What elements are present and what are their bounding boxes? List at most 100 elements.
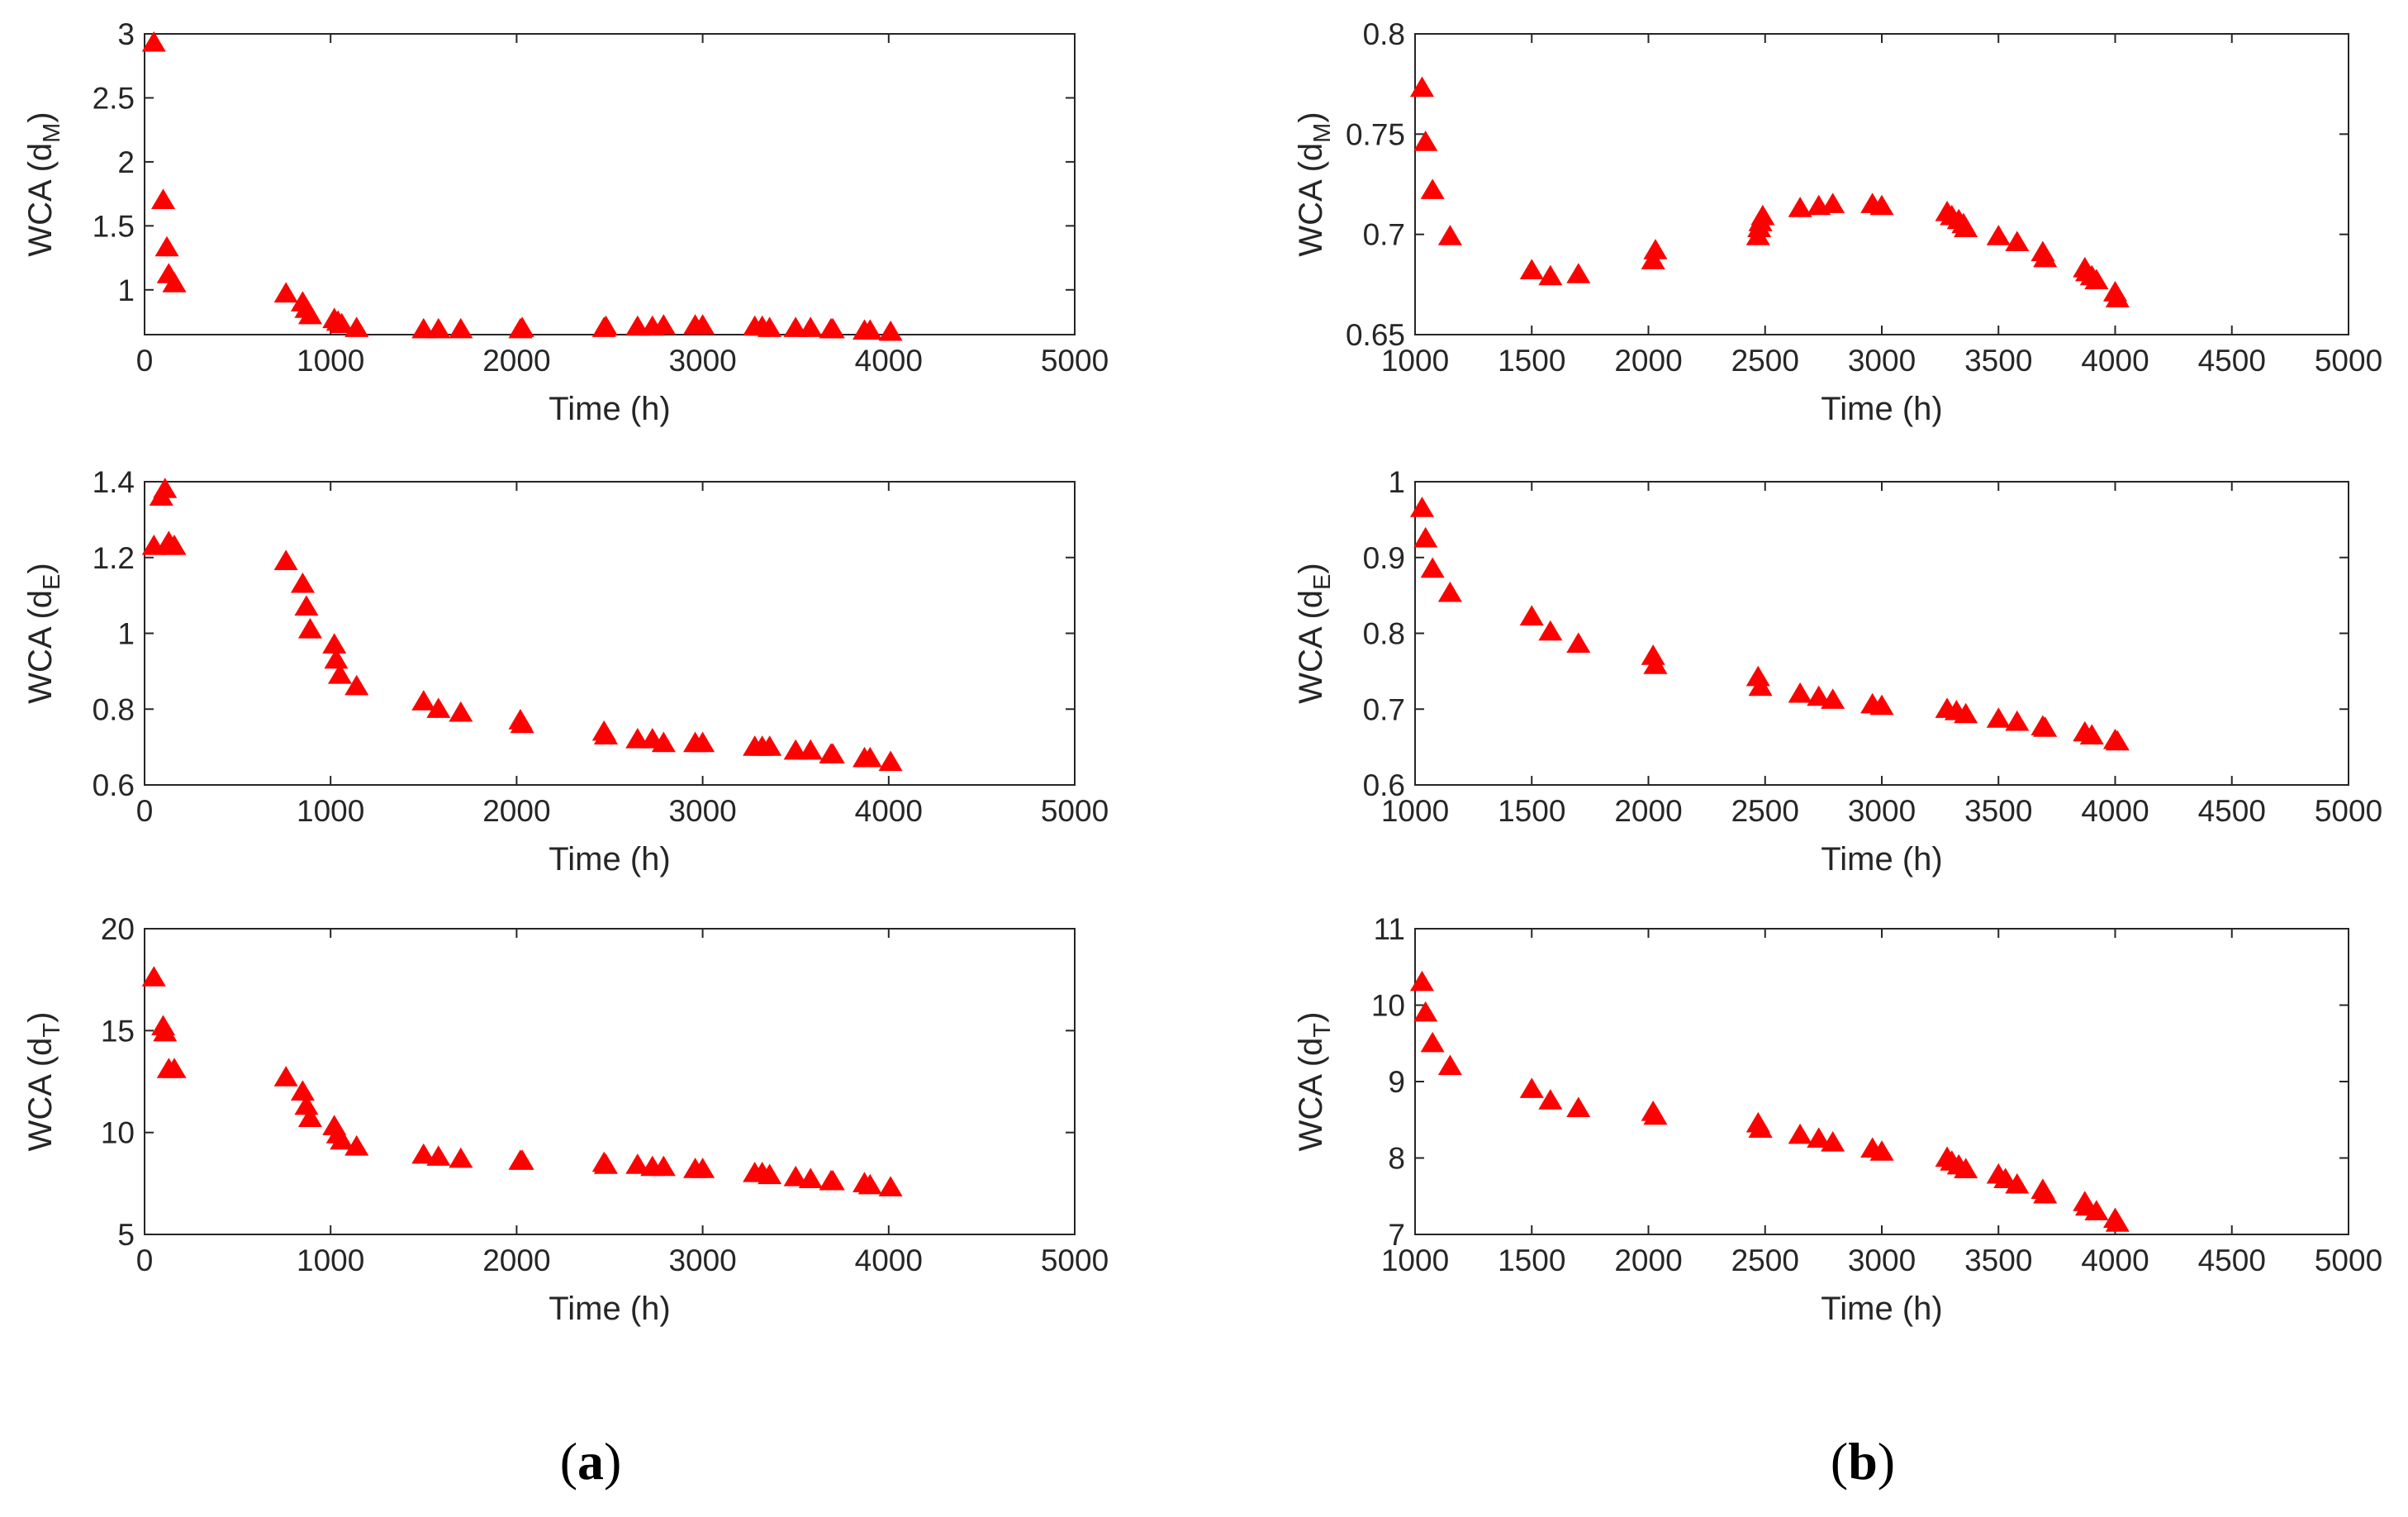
y-tick-label: 0.7 xyxy=(1363,218,1405,252)
y-tick-label: 1.2 xyxy=(93,541,135,575)
y-tick-label: 5 xyxy=(117,1218,135,1252)
data-point xyxy=(1869,194,1894,216)
data-point xyxy=(426,697,451,718)
y-tick-label: 1.4 xyxy=(93,465,135,499)
x-axis-label: Time (h) xyxy=(549,391,670,427)
data-point xyxy=(324,648,349,669)
data-point xyxy=(1519,605,1544,625)
x-tick-label: 4000 xyxy=(2081,794,2149,828)
data-point xyxy=(593,315,618,336)
data-point xyxy=(798,739,823,760)
y-axis-label: WCA (dM) xyxy=(22,112,65,256)
x-tick-label: 1500 xyxy=(1498,1244,1565,1277)
data-point xyxy=(273,282,298,303)
y-tick-label: 1 xyxy=(117,273,135,307)
x-tick-label: 4000 xyxy=(2081,344,2149,378)
data-point xyxy=(820,1169,845,1191)
data-point xyxy=(327,663,352,684)
data-point xyxy=(273,549,298,570)
data-point xyxy=(1986,225,2011,245)
data-point xyxy=(1413,526,1438,548)
x-tick-label: 4000 xyxy=(855,344,923,378)
data-point xyxy=(449,317,473,339)
x-axis-label: Time (h) xyxy=(1821,841,1942,877)
data-point xyxy=(290,572,315,593)
y-axis-label-main: WCA (d xyxy=(1293,143,1329,257)
y-tick-label: 0.8 xyxy=(1363,17,1405,51)
data-point xyxy=(651,1155,676,1177)
y-axis-label-close: ) xyxy=(22,112,59,122)
data-point xyxy=(625,315,650,336)
y-axis-label: WCA (dT) xyxy=(22,1012,65,1152)
data-point xyxy=(153,1020,178,1042)
x-tick-label: 0 xyxy=(136,1244,154,1277)
x-tick-label: 3000 xyxy=(668,1244,736,1277)
data-point xyxy=(1519,1077,1544,1098)
data-point xyxy=(1538,620,1563,641)
chart-a-T: 0 1000 2000 3000 4000 5000 5 10 15 20 Time (h) WCA … xyxy=(22,912,1109,1327)
x-tick-label: 2500 xyxy=(1731,794,1799,828)
data-point xyxy=(2005,710,2030,731)
data-point xyxy=(1788,197,1812,217)
data-point xyxy=(1538,1089,1563,1110)
data-point xyxy=(1748,1117,1773,1138)
data-point xyxy=(294,595,319,616)
panel-label-b: (b) xyxy=(1831,1432,1895,1491)
data-point xyxy=(651,731,676,753)
data-point xyxy=(1821,1131,1845,1152)
x-tick-label: 5000 xyxy=(2315,794,2382,828)
y-axis-label-close: ) xyxy=(1293,1012,1329,1023)
data-point xyxy=(857,1173,882,1195)
data-point xyxy=(1748,675,1773,697)
data-point xyxy=(1566,263,1591,283)
y-tick-label: 3 xyxy=(117,17,135,51)
y-tick-label: 0.8 xyxy=(1363,617,1405,651)
data-point xyxy=(1643,239,1668,259)
data-point xyxy=(1538,264,1563,286)
data-point xyxy=(1807,1127,1831,1148)
data-point xyxy=(2033,716,2058,737)
data-point xyxy=(297,1106,322,1127)
y-axis-label-main: WCA (d xyxy=(22,1038,59,1152)
x-axis-label: Time (h) xyxy=(1821,1291,1942,1327)
data-point xyxy=(1986,707,2011,728)
x-tick-label: 3000 xyxy=(1848,794,1916,828)
data-point xyxy=(1437,581,1462,602)
data-point xyxy=(625,728,650,749)
data-point xyxy=(1566,632,1591,653)
data-point xyxy=(2105,730,2130,751)
x-tick-label: 4500 xyxy=(2198,794,2266,828)
y-tick-label: 7 xyxy=(1388,1218,1405,1252)
x-tick-label: 3000 xyxy=(1848,344,1916,378)
data-point xyxy=(593,724,618,744)
data-point xyxy=(2105,1211,2130,1232)
y-axis-label-main: WCA (d xyxy=(1293,1038,1329,1152)
data-point xyxy=(510,316,534,337)
data-point xyxy=(344,316,369,337)
data-point xyxy=(1566,1096,1591,1117)
chart-b-M: 1000 1500 2000 2500 3000 3500 4000 4500 5000 0.65… xyxy=(1293,17,2382,427)
y-axis-label-close: ) xyxy=(1293,563,1329,573)
y-tick-label: 0.8 xyxy=(93,692,135,726)
data-point xyxy=(2033,246,2058,268)
y-axis-label-close: ) xyxy=(22,1012,59,1023)
data-point xyxy=(1409,76,1434,97)
y-tick-label: 2.5 xyxy=(93,81,135,115)
data-point xyxy=(2079,724,2104,744)
data-point xyxy=(691,1158,715,1178)
panel-label-a-close: ) xyxy=(604,1432,621,1491)
y-tick-label: 10 xyxy=(1371,989,1405,1023)
data-point xyxy=(2033,1182,2058,1204)
data-point xyxy=(651,314,676,335)
y-axis-label: WCA (dE) xyxy=(1293,563,1336,703)
y-axis-label: WCA (dM) xyxy=(1293,112,1336,256)
x-tick-label: 3500 xyxy=(1964,1244,2032,1277)
data-point xyxy=(1993,1167,2018,1188)
y-axis-label-sub: M xyxy=(39,123,65,143)
data-point xyxy=(1643,1104,1668,1125)
x-tick-label: 1000 xyxy=(1381,1244,1449,1277)
data-point xyxy=(1519,259,1544,279)
y-axis-label-sub: E xyxy=(1309,574,1336,590)
y-tick-label: 0.75 xyxy=(1346,117,1405,151)
